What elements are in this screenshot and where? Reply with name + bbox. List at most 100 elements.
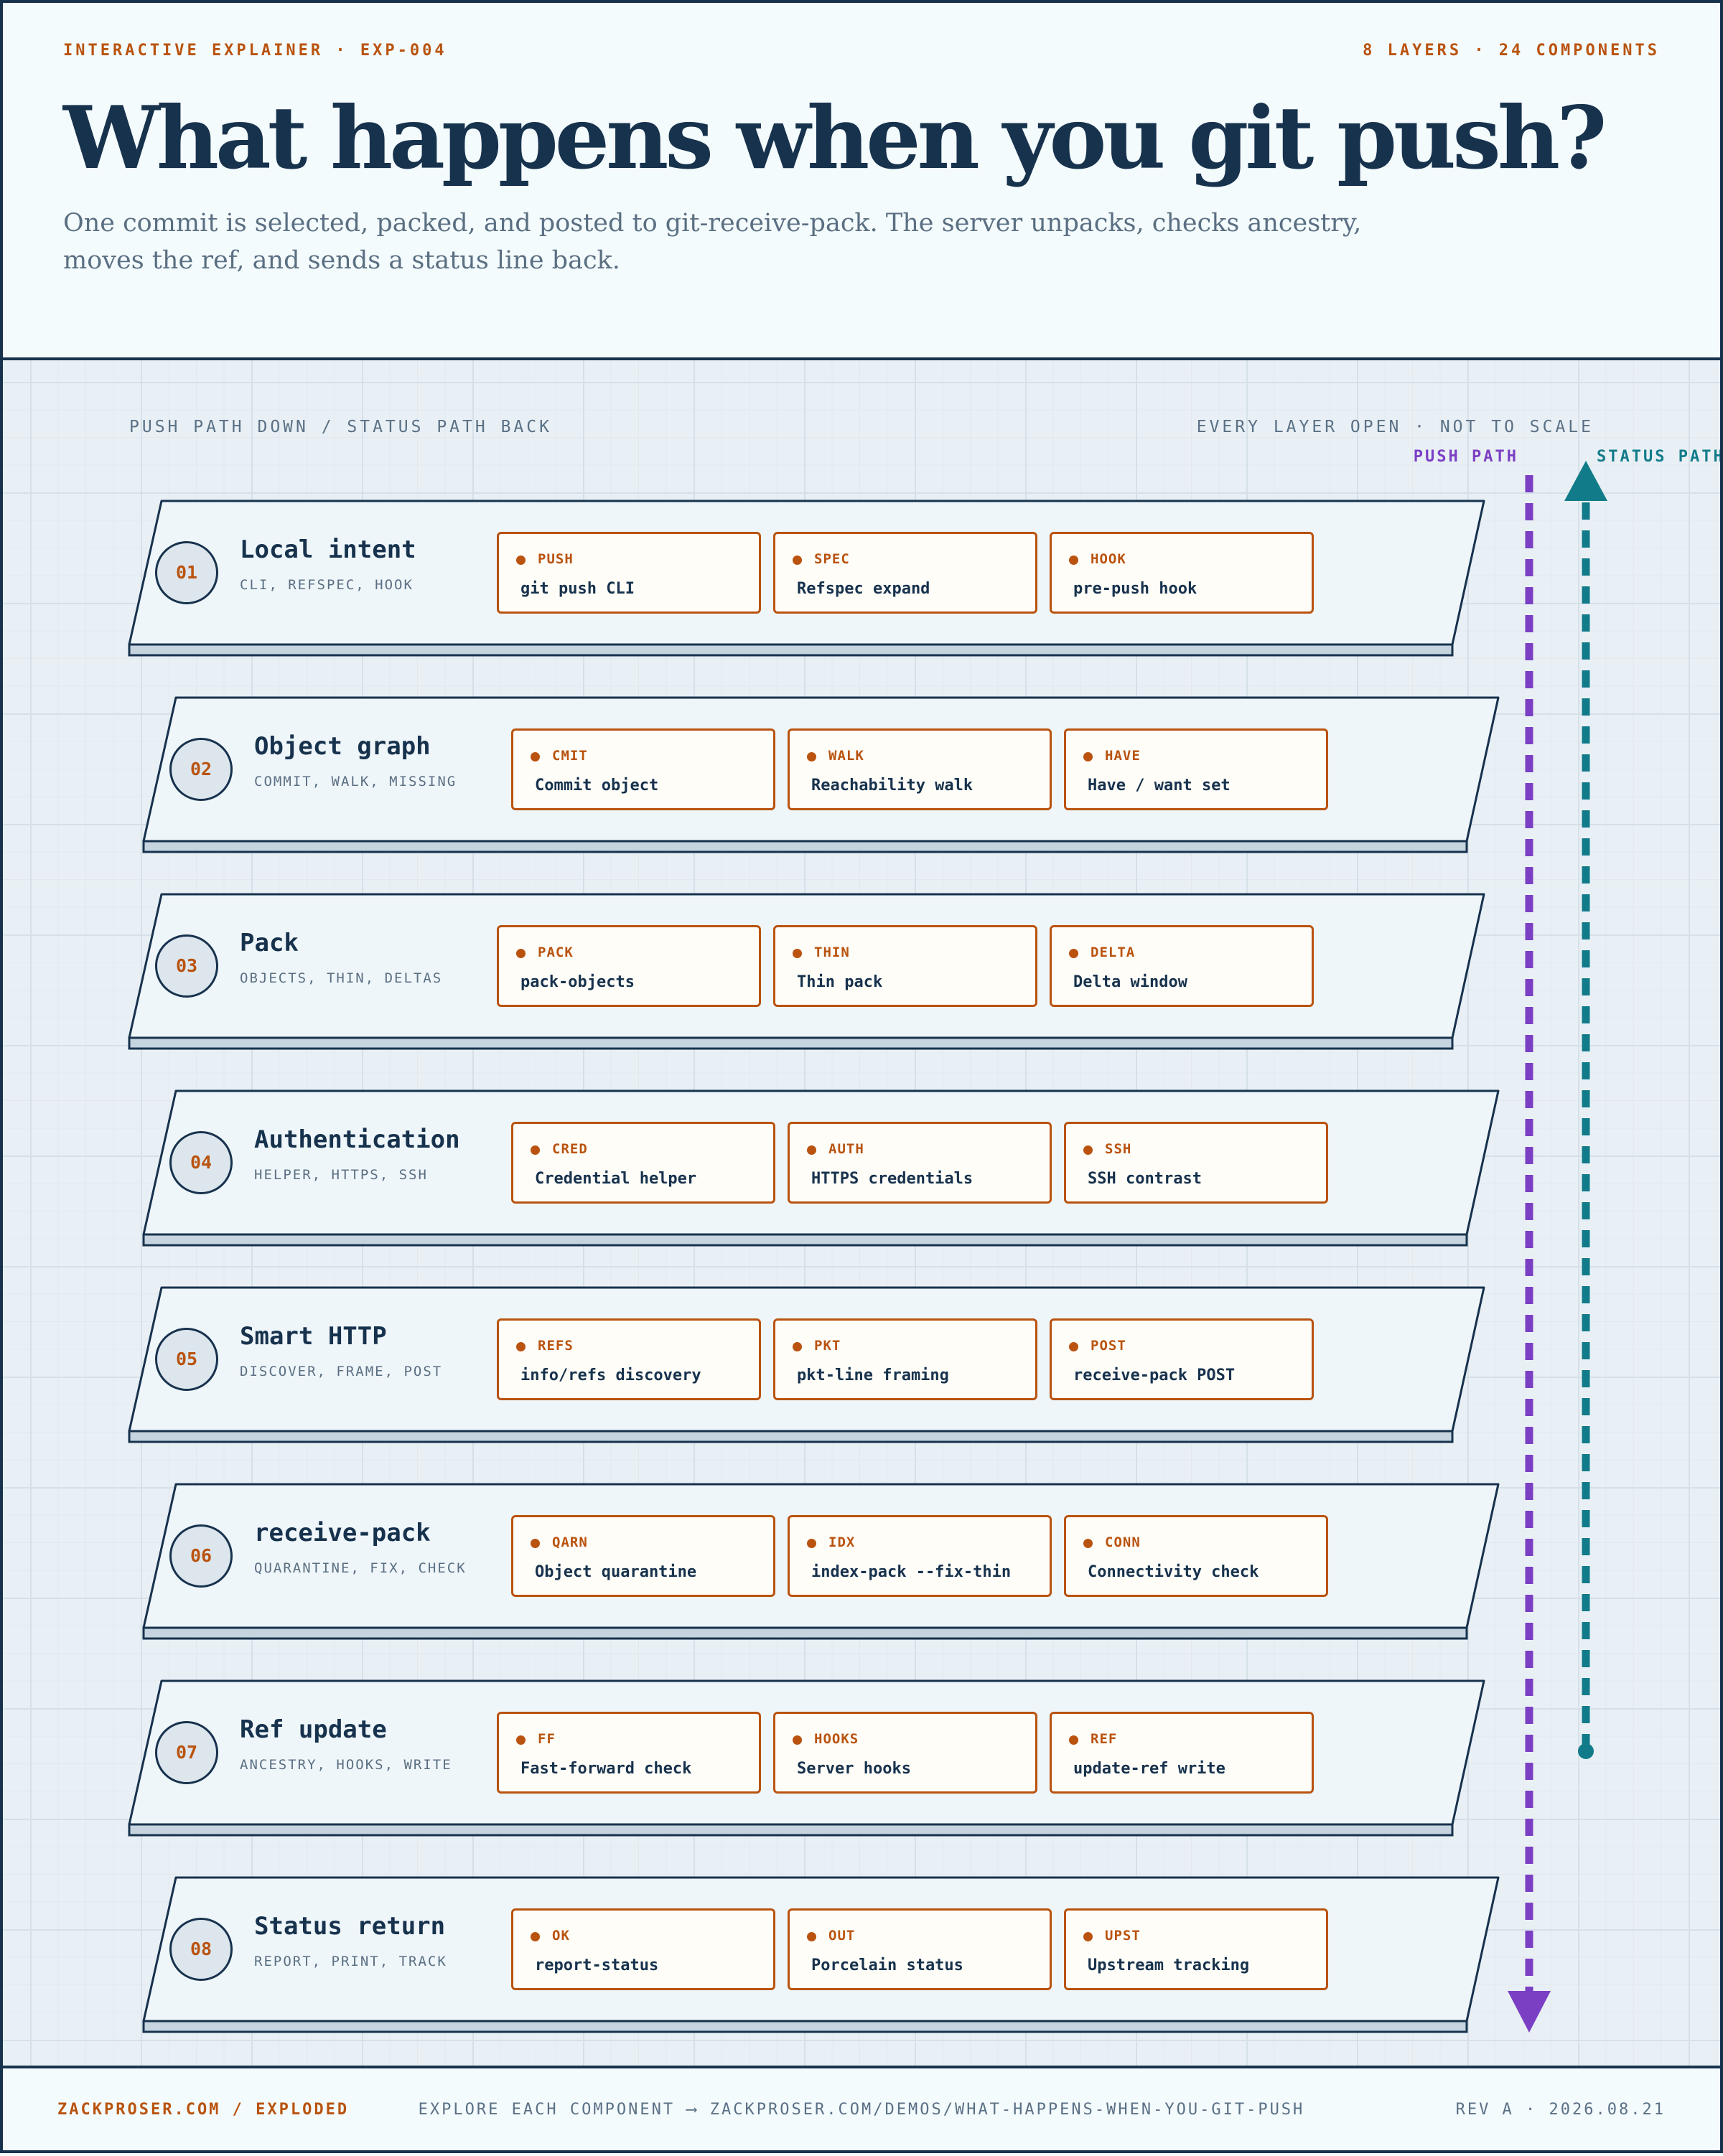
component-card-cmit[interactable]: CMIT Commit object: [511, 728, 775, 810]
component-card-have[interactable]: HAVE Have / want set: [1064, 728, 1328, 810]
layer-slab-edge: [128, 1036, 1454, 1050]
footer: EXPLORE EACH COMPONENT ⟶ ZACKPROSER.COM/…: [0, 2066, 1723, 2156]
component-card-auth[interactable]: AUTH HTTPS credentials: [788, 1122, 1052, 1204]
layer-name: Object graph: [254, 732, 431, 761]
component-label: Thin pack: [797, 973, 883, 991]
component-dot-icon: [531, 752, 540, 761]
component-label: index-pack --fix-thin: [811, 1563, 1012, 1581]
layer-subtitle: HELPER, HTTPS, SSH: [254, 1167, 428, 1183]
layer-name: receive-pack: [254, 1519, 431, 1547]
layer-subtitle: COMMIT, WALK, MISSING: [254, 774, 457, 789]
layer-name: Ref update: [240, 1715, 387, 1744]
path-lanes: [1508, 461, 1607, 2033]
layer-07[interactable]: 07 Ref update ANCESTRY, HOOKS, WRITE FF Fast…: [128, 1679, 1637, 1842]
component-label: update-ref write: [1073, 1760, 1225, 1778]
page-title: What happens when you git push?: [63, 88, 1607, 189]
component-card-ref[interactable]: REF update-ref write: [1050, 1712, 1314, 1794]
layer-name: Smart HTTP: [240, 1322, 387, 1351]
layer-name: Local intent: [240, 535, 416, 564]
push-path-label: PUSH PATH: [1413, 448, 1518, 466]
layer-01[interactable]: 01 Local intent CLI, REFSPEC, HOOK PUSH git …: [128, 500, 1637, 662]
component-card-cred[interactable]: CRED Credential helper: [511, 1122, 775, 1204]
layer-number-badge: 07: [155, 1721, 218, 1784]
component-dot-icon: [1083, 1539, 1093, 1548]
component-card-upst[interactable]: UPST Upstream tracking: [1064, 1908, 1328, 1990]
layer-subtitle: QUARANTINE, FIX, CHECK: [254, 1560, 467, 1576]
component-label: HTTPS credentials: [811, 1170, 973, 1188]
component-label: Object quarantine: [535, 1563, 697, 1581]
layer-04[interactable]: 04 Authentication HELPER, HTTPS, SSH CRED Cr…: [142, 1089, 1651, 1252]
component-card-pkt[interactable]: PKT pkt-line framing: [773, 1318, 1037, 1400]
component-card-conn[interactable]: CONN Connectivity check: [1064, 1515, 1328, 1597]
component-dot-icon: [807, 752, 816, 761]
component-card-hooks[interactable]: HOOKS Server hooks: [773, 1712, 1037, 1794]
component-tag: PUSH: [538, 551, 574, 567]
component-dot-icon: [793, 1342, 802, 1351]
component-label: Have / want set: [1088, 777, 1231, 795]
component-label: SSH contrast: [1088, 1170, 1202, 1188]
component-card-post[interactable]: POST receive-pack POST: [1050, 1318, 1314, 1400]
component-dot-icon: [531, 1932, 540, 1941]
component-label: Delta window: [1073, 973, 1187, 991]
component-dot-icon: [516, 1342, 526, 1351]
component-card-refs[interactable]: REFS info/refs discovery: [497, 1318, 761, 1400]
component-dot-icon: [1069, 1735, 1078, 1745]
layer-number-badge: 04: [169, 1131, 233, 1194]
layer-08[interactable]: 08 Status return REPORT, PRINT, TRACK OK rep…: [142, 1876, 1651, 2038]
component-label: Connectivity check: [1088, 1563, 1259, 1581]
component-tag: OK: [552, 1928, 570, 1944]
layer-02[interactable]: 02 Object graph COMMIT, WALK, MISSING CMIT C…: [142, 696, 1651, 858]
component-card-ok[interactable]: OK report-status: [511, 1908, 775, 1990]
component-tag: PKT: [814, 1338, 841, 1354]
layer-06[interactable]: 06 receive-pack QUARANTINE, FIX, CHECK QARN…: [142, 1483, 1651, 1645]
component-dot-icon: [1083, 1145, 1093, 1155]
component-label: Fast-forward check: [520, 1760, 692, 1778]
component-dot-icon: [1069, 1342, 1078, 1351]
diagram-caption-left: PUSH PATH DOWN / STATUS PATH BACK: [129, 418, 552, 436]
component-dot-icon: [807, 1539, 816, 1548]
component-label: Refspec expand: [797, 580, 930, 598]
component-card-ssh[interactable]: SSH SSH contrast: [1064, 1122, 1328, 1204]
component-tag: DELTA: [1091, 945, 1136, 960]
status-path-origin-dot: [1578, 1743, 1594, 1759]
component-card-spec[interactable]: SPEC Refspec expand: [773, 532, 1037, 614]
status-path-label: STATUS PATH: [1597, 448, 1723, 466]
component-card-delta[interactable]: DELTA Delta window: [1050, 925, 1314, 1007]
component-label: Porcelain status: [811, 1956, 963, 1974]
component-label: Commit object: [535, 777, 659, 795]
layer-03[interactable]: 03 Pack OBJECTS, THIN, DELTAS PACK pack-obje…: [128, 893, 1637, 1055]
component-tag: THIN: [814, 945, 850, 960]
component-dot-icon: [793, 556, 802, 565]
component-card-thin[interactable]: THIN Thin pack: [773, 925, 1037, 1007]
component-tag: CRED: [552, 1141, 588, 1157]
layer-slab-edge: [128, 1430, 1454, 1443]
component-card-idx[interactable]: IDX index-pack --fix-thin: [788, 1515, 1052, 1597]
layer-05[interactable]: 05 Smart HTTP DISCOVER, FRAME, POST REFS inf…: [128, 1286, 1637, 1448]
component-card-push[interactable]: PUSH git push CLI: [497, 532, 761, 614]
footer-site-link[interactable]: ZACKPROSER.COM / EXPLODED: [57, 2101, 350, 2119]
exploded-diagram: PUSH PATH DOWN / STATUS PATH BACK EVERY …: [0, 360, 1723, 2066]
component-card-pack[interactable]: PACK pack-objects: [497, 925, 761, 1007]
component-tag: UPST: [1105, 1928, 1141, 1944]
footer-explore-link[interactable]: EXPLORE EACH COMPONENT ⟶ ZACKPROSER.COM/…: [418, 2101, 1305, 2119]
explainer-kicker: INTERACTIVE EXPLAINER · EXP-004: [63, 42, 447, 60]
layer-number-badge: 08: [169, 1918, 233, 1981]
component-dot-icon: [1069, 556, 1078, 565]
component-card-ff[interactable]: FF Fast-forward check: [497, 1712, 761, 1794]
layer-slab-edge: [142, 1233, 1468, 1247]
component-card-qarn[interactable]: QARN Object quarantine: [511, 1515, 775, 1597]
component-tag: CMIT: [552, 748, 588, 764]
component-card-out[interactable]: OUT Porcelain status: [788, 1908, 1052, 1990]
layer-number-badge: 02: [169, 738, 233, 801]
layer-number-badge: 01: [155, 541, 218, 604]
status-path-arrowhead: [1564, 461, 1607, 501]
component-dot-icon: [807, 1932, 816, 1941]
component-tag: FF: [538, 1731, 556, 1747]
layer-subtitle: REPORT, PRINT, TRACK: [254, 1954, 447, 1969]
component-label: git push CLI: [520, 580, 635, 598]
component-dot-icon: [807, 1145, 816, 1155]
layer-subtitle: OBJECTS, THIN, DELTAS: [240, 970, 443, 986]
component-card-walk[interactable]: WALK Reachability walk: [788, 728, 1052, 810]
component-card-hook[interactable]: HOOK pre-push hook: [1050, 532, 1314, 614]
component-label: Reachability walk: [811, 777, 973, 795]
